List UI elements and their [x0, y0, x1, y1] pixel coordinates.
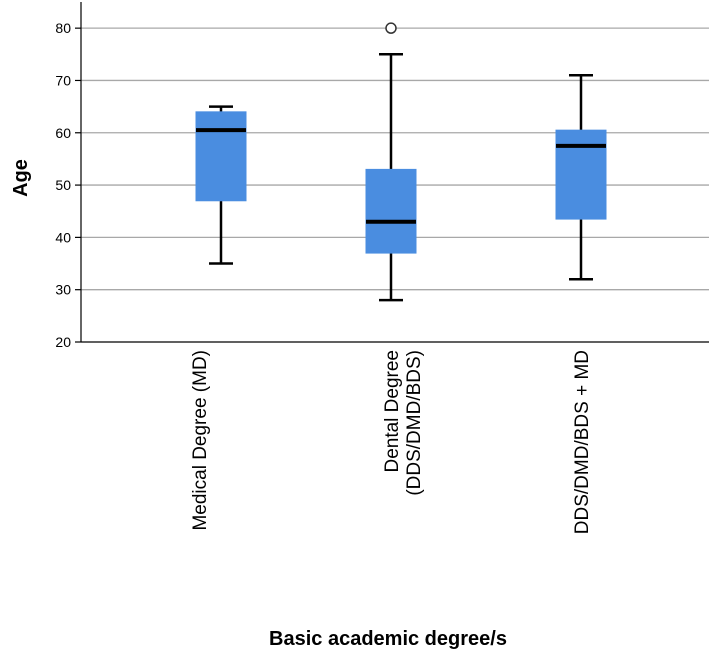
iqr-box: [195, 111, 247, 202]
outlier-point: [385, 22, 397, 34]
box-group: [365, 22, 417, 302]
y-tick-label: 40: [55, 229, 71, 245]
y-axis-title: Age: [10, 159, 32, 197]
box-group: [555, 73, 607, 281]
y-tick-label: 60: [55, 125, 71, 141]
y-axis-ticks: 20 30 40 50 60 70 80: [55, 20, 81, 350]
category-label: (DDS/DMD/BDS): [404, 350, 425, 496]
box-group: [195, 105, 247, 265]
category-label: Dental Degree: [382, 350, 403, 473]
y-tick-label: 30: [55, 282, 71, 298]
category-labels: Medical Degree (MD) Dental Degree (DDS/DMD…: [190, 350, 593, 534]
y-tick-label: 70: [55, 72, 71, 88]
y-tick-label: 50: [55, 177, 71, 193]
category-label: DDS/DMD/BDS + MD: [572, 350, 593, 534]
iqr-box: [555, 129, 607, 220]
iqr-box: [365, 168, 417, 254]
y-tick-label: 80: [55, 20, 71, 36]
category-label: Medical Degree (MD): [190, 350, 211, 531]
x-axis-title: Basic academic degree/s: [269, 628, 507, 650]
boxes: [195, 22, 607, 302]
y-tick-label: 20: [55, 334, 71, 350]
